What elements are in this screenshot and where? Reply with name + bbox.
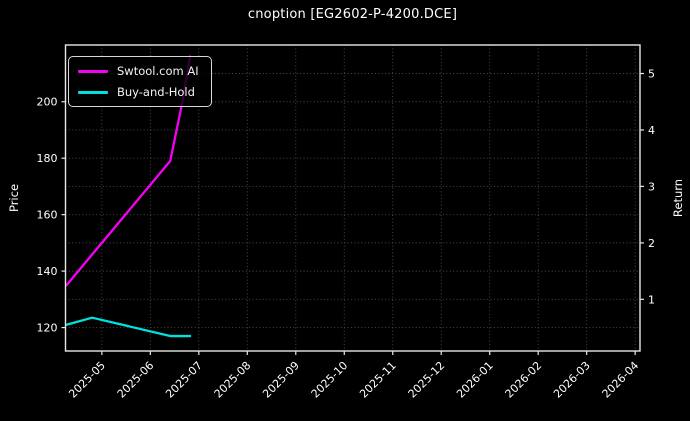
chart-title: cnoption [EG2602-P-4200.DCE] (247, 7, 458, 22)
legend: Swtool.com AI Buy-and-Hold (68, 56, 212, 107)
ai-line-swatch (78, 69, 108, 73)
buyhold-line-swatch (78, 90, 108, 94)
left-y-tick-label: 140 (37, 265, 58, 278)
right-y-tick-label: 5 (648, 68, 655, 81)
left-axis-label: Price (7, 183, 21, 213)
legend-label-ai: Swtool.com AI (117, 64, 199, 78)
series-line-buyhold (65, 316, 192, 338)
legend-item-ai: Swtool.com AI (78, 64, 199, 78)
right-y-tick-label: 2 (648, 237, 655, 250)
left-y-tick-label: 180 (37, 152, 58, 165)
right-y-tick-label: 3 (648, 180, 655, 193)
left-y-tick-label: 200 (37, 96, 58, 109)
right-axis-label: Return (671, 178, 685, 218)
left-y-tick-label: 120 (37, 322, 58, 335)
legend-label-buyhold: Buy-and-Hold (117, 85, 195, 99)
axes-frame (64, 44, 641, 352)
legend-item-buyhold: Buy-and-Hold (78, 85, 199, 99)
left-y-tick-label: 160 (37, 209, 58, 222)
right-y-tick-label: 4 (648, 124, 655, 137)
right-y-tick-label: 1 (648, 293, 655, 306)
